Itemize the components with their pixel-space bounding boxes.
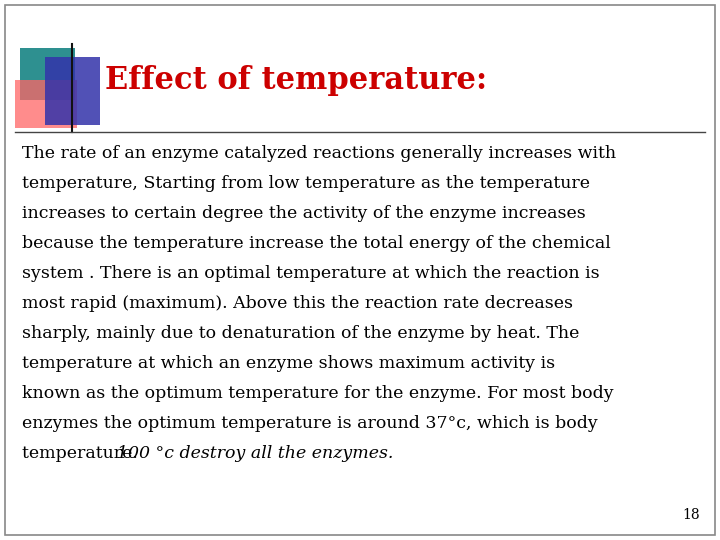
Text: most rapid (maximum). Above this the reaction rate decreases: most rapid (maximum). Above this the rea… [22, 295, 573, 312]
Text: sharply, mainly due to denaturation of the enzyme by heat. The: sharply, mainly due to denaturation of t… [22, 325, 580, 342]
Text: because the temperature increase the total energy of the chemical: because the temperature increase the tot… [22, 235, 611, 252]
Text: enzymes the optimum temperature is around 37°c, which is body: enzymes the optimum temperature is aroun… [22, 415, 598, 432]
Bar [45, 57, 100, 125]
Text: system . There is an optimal temperature at which the reaction is: system . There is an optimal temperature… [22, 265, 600, 282]
Text: temperature.: temperature. [22, 445, 143, 462]
Text: known as the optimum temperature for the enzyme. For most body: known as the optimum temperature for the… [22, 385, 613, 402]
Text: Effect of temperature:: Effect of temperature: [105, 64, 487, 96]
Text: temperature at which an enzyme shows maximum activity is: temperature at which an enzyme shows max… [22, 355, 555, 372]
Text: 100 °c destroy all the enzymes.: 100 °c destroy all the enzymes. [117, 445, 393, 462]
Text: temperature, Starting from low temperature as the temperature: temperature, Starting from low temperatu… [22, 175, 590, 192]
Text: increases to certain degree the activity of the enzyme increases: increases to certain degree the activity… [22, 205, 586, 222]
Bar [15, 80, 77, 128]
Bar [20, 48, 75, 100]
Text: 18: 18 [683, 508, 700, 522]
Text: The rate of an enzyme catalyzed reactions generally increases with: The rate of an enzyme catalyzed reaction… [22, 145, 616, 162]
